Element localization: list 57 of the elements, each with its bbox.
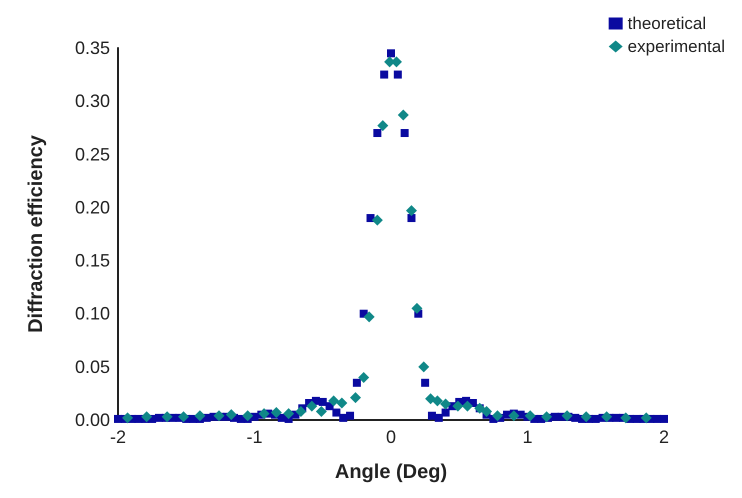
y-tick-label: 0.05 [74, 356, 110, 377]
point [492, 410, 503, 422]
point [580, 411, 592, 422]
point [162, 411, 173, 422]
point [440, 398, 452, 410]
point [306, 400, 318, 412]
legend-label: theoretical [628, 14, 706, 33]
point [122, 412, 134, 424]
point [364, 311, 375, 322]
point [620, 412, 632, 424]
point [358, 372, 370, 383]
point [640, 412, 652, 424]
point [452, 400, 464, 412]
y-tick-label: 0.35 [74, 38, 110, 58]
y-tick-label: 0.00 [74, 410, 110, 430]
point [372, 214, 383, 226]
point [411, 302, 422, 314]
y-tick-label: 0.15 [74, 250, 110, 271]
point [481, 406, 492, 417]
y-tick-label: 0.30 [74, 91, 110, 112]
point [328, 395, 340, 406]
x-tick-label: -1 [246, 427, 263, 447]
x-axis-title: Angle (Deg) [334, 461, 448, 483]
legend-label: experimental [628, 37, 725, 56]
x-tick-label: 0 [386, 427, 396, 447]
point [283, 408, 294, 420]
point [214, 410, 225, 422]
point [508, 410, 520, 422]
point [270, 407, 282, 418]
point [194, 410, 206, 422]
point [398, 109, 409, 120]
point [178, 411, 190, 422]
x-tick-label: 2 [658, 427, 670, 447]
point [425, 393, 436, 404]
y-tick-label: 0.25 [74, 144, 110, 164]
point [601, 411, 612, 422]
x-tick-label: 1 [522, 427, 533, 447]
point [562, 410, 573, 422]
point [258, 408, 270, 420]
point [524, 410, 536, 422]
point [295, 406, 306, 417]
point [316, 406, 327, 417]
point [432, 395, 443, 406]
y-tick-label: 0.20 [74, 197, 110, 218]
point [226, 409, 237, 420]
point [242, 410, 254, 422]
point [336, 397, 348, 408]
point [418, 361, 430, 372]
point [406, 205, 417, 216]
y-axis-title: Diffraction efficiency [25, 134, 47, 333]
x-tick-label: -2 [110, 427, 126, 447]
y-tick-label: 0.10 [74, 304, 110, 324]
point [141, 411, 152, 422]
point [377, 120, 388, 132]
point [462, 400, 473, 412]
point [350, 392, 362, 404]
point [541, 411, 552, 422]
